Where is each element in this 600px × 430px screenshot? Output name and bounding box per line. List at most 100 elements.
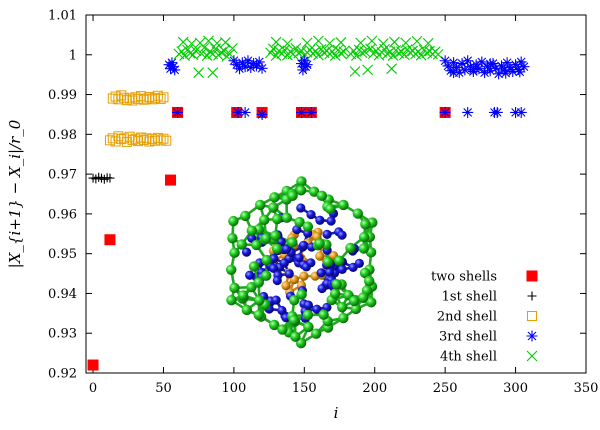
point-4th-shell bbox=[324, 37, 336, 49]
point-2nd-shell bbox=[110, 136, 121, 147]
point-3rd-shell bbox=[442, 60, 454, 72]
point-4th-shell bbox=[203, 35, 214, 47]
atom-shell-4 bbox=[314, 238, 325, 249]
point-3rd-shell bbox=[295, 106, 307, 118]
atom-shell-4 bbox=[352, 208, 364, 219]
atom-shell-4 bbox=[364, 275, 375, 287]
point-two-shells bbox=[104, 234, 116, 246]
y-tick-label: 0.94 bbox=[48, 287, 77, 302]
point-3rd-shell bbox=[500, 67, 512, 79]
point-two-shells bbox=[165, 174, 177, 186]
plot-frame bbox=[85, 14, 587, 374]
atom-shell-3 bbox=[306, 209, 316, 220]
legend-marker bbox=[527, 291, 537, 301]
y-tick-label: 0.97 bbox=[48, 168, 77, 183]
point-3rd-shell bbox=[163, 59, 175, 71]
atom-shell-3 bbox=[241, 247, 252, 257]
point-4th-shell bbox=[196, 48, 207, 59]
atom-shell-3 bbox=[296, 203, 306, 213]
point-3rd-shell bbox=[166, 57, 178, 69]
point-2nd-shell bbox=[147, 134, 158, 145]
atom-shell-4 bbox=[241, 304, 253, 316]
point-2nd-shell bbox=[110, 91, 121, 102]
atom-shell-4 bbox=[302, 221, 314, 232]
point-2nd-shell bbox=[121, 136, 132, 147]
atom-shell-3 bbox=[269, 263, 279, 273]
atom-shell-4 bbox=[289, 295, 300, 306]
atom-shell-4 bbox=[296, 289, 307, 300]
atom-shell-3 bbox=[271, 295, 281, 305]
point-3rd-shell bbox=[504, 62, 516, 74]
atom-shell-4 bbox=[311, 328, 322, 339]
point-3rd-shell bbox=[470, 59, 482, 71]
atom-shell-3 bbox=[282, 244, 292, 254]
point-4th-shell bbox=[267, 43, 279, 55]
point-2nd-shell bbox=[158, 133, 169, 144]
point-2nd-shell bbox=[144, 91, 155, 102]
atom-shell-3 bbox=[312, 304, 322, 314]
point-3rd-shell bbox=[231, 59, 243, 71]
point-3rd-shell bbox=[490, 62, 502, 74]
point-3rd-shell bbox=[448, 57, 460, 69]
point-3rd-shell bbox=[169, 64, 181, 76]
point-3rd-shell bbox=[514, 66, 526, 78]
point-3rd-shell bbox=[493, 68, 505, 80]
point-4th-shell bbox=[366, 35, 378, 47]
atom-shell-3 bbox=[245, 270, 255, 280]
atom-shell-4 bbox=[358, 231, 370, 243]
atom-shell-4 bbox=[227, 233, 238, 244]
atom-shell-4 bbox=[251, 239, 262, 251]
point-3rd-shell bbox=[239, 106, 251, 118]
atom-shell-4 bbox=[358, 243, 369, 254]
point-2nd-shell bbox=[104, 135, 115, 146]
point-3rd-shell bbox=[450, 62, 462, 74]
atom-shell-4 bbox=[228, 215, 239, 227]
point-4th-shell bbox=[207, 67, 219, 79]
atom-shell-4 bbox=[261, 270, 272, 281]
atom-shell-4 bbox=[254, 295, 265, 306]
atom-shell-4 bbox=[318, 309, 329, 320]
atom-shell-4 bbox=[296, 176, 307, 187]
point-3rd-shell bbox=[439, 106, 451, 118]
atom-shell-4 bbox=[269, 192, 280, 203]
point-2nd-shell bbox=[130, 92, 141, 103]
point-3rd-shell bbox=[467, 63, 479, 75]
point-3rd-shell bbox=[445, 65, 457, 77]
atom-shell-4 bbox=[288, 315, 300, 326]
atom-shell-3 bbox=[315, 215, 325, 225]
point-2nd-shell bbox=[141, 93, 152, 104]
atom-shell-4 bbox=[269, 319, 280, 331]
point-2nd-shell bbox=[161, 135, 172, 146]
point-2nd-shell bbox=[141, 133, 152, 144]
y-tick-label: 0.96 bbox=[48, 207, 77, 222]
point-4th-shell bbox=[184, 47, 196, 59]
point-2nd-shell bbox=[147, 94, 158, 105]
point-3rd-shell bbox=[510, 59, 522, 71]
point-2nd-shell bbox=[113, 94, 124, 105]
atom-shell-4 bbox=[272, 213, 283, 225]
point-3rd-shell bbox=[439, 55, 451, 67]
point-4th-shell bbox=[400, 37, 412, 49]
point-3rd-shell bbox=[491, 106, 503, 118]
point-3rd-shell bbox=[456, 58, 468, 70]
data-marks bbox=[87, 35, 530, 371]
point-3rd-shell bbox=[167, 61, 179, 73]
legend: two shells 1st shell 2nd shell 3rd shell 4th… bbox=[431, 270, 538, 365]
atom-shell-4 bbox=[268, 202, 279, 213]
atom-shell-4 bbox=[325, 203, 336, 215]
atom-shell-4 bbox=[338, 312, 349, 324]
point-2nd-shell bbox=[155, 93, 166, 104]
y-tick-label: 0.98 bbox=[48, 128, 77, 143]
point-2nd-shell bbox=[107, 133, 118, 144]
atom-shell-4 bbox=[295, 185, 307, 196]
point-4th-shell bbox=[186, 38, 198, 50]
point-3rd-shell bbox=[507, 65, 519, 77]
point-3rd-shell bbox=[501, 57, 513, 69]
point-3rd-shell bbox=[453, 67, 465, 79]
point-3rd-shell bbox=[479, 67, 491, 79]
point-4th-shell bbox=[313, 49, 324, 61]
legend-label: two shells bbox=[431, 270, 497, 285]
atom-shell-4 bbox=[366, 297, 377, 308]
x-tick-label: 300 bbox=[503, 381, 528, 396]
point-3rd-shell bbox=[245, 62, 257, 74]
